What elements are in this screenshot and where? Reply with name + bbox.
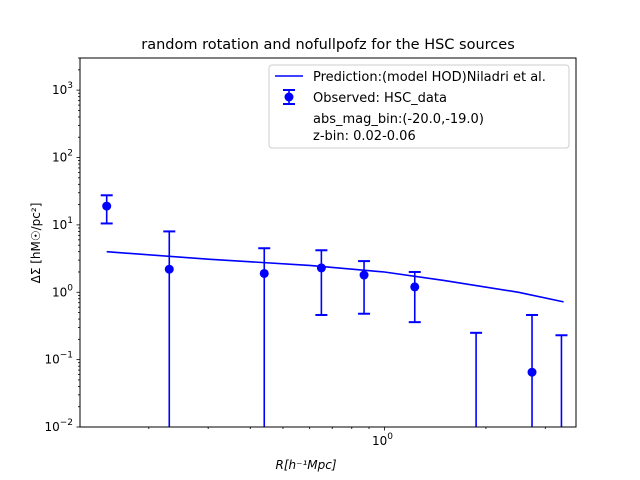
observed-point-5 xyxy=(358,260,371,315)
prediction-line xyxy=(106,250,564,303)
legend-entry-label: Observed: HSC_data xyxy=(313,91,447,106)
legend-marker-swatch xyxy=(284,92,294,102)
legend-note: z-bin: 0.02-0.06 xyxy=(313,129,416,144)
observed-marker xyxy=(102,201,112,211)
legend-box xyxy=(268,64,570,149)
observed-point-8 xyxy=(526,313,539,427)
observed-marker xyxy=(164,264,174,274)
plot-area xyxy=(100,194,568,427)
y-tick-label: 10−1 xyxy=(44,351,73,367)
x-axis-label: R[h⁻¹Mpc] xyxy=(275,458,336,472)
observed-marker xyxy=(259,268,269,278)
observed-point-1 xyxy=(100,194,113,225)
observed-marker xyxy=(527,367,537,377)
observed-point-2 xyxy=(163,230,176,427)
y-tick-label: 102 xyxy=(52,149,73,165)
observed-point-4 xyxy=(315,249,328,316)
y-tick-label: 101 xyxy=(52,216,73,232)
y-axis-label: ΔΣ [hM☉/pc²] xyxy=(29,203,43,284)
y-tick-label: 100 xyxy=(52,283,73,299)
chart-title: random rotation and nofullpofz for the H… xyxy=(141,37,515,53)
x-tick-label: 100 xyxy=(372,432,393,448)
legend-entry-label: Prediction:(model HOD)Niladri et al. xyxy=(313,70,546,85)
axes-frame xyxy=(79,57,577,428)
y-tick-label: 10−2 xyxy=(44,418,73,434)
observed-marker xyxy=(410,282,420,292)
legend-note: abs_mag_bin:(-20.0,-19.0) xyxy=(313,112,484,127)
observed-point-9 xyxy=(555,334,568,427)
legend: Prediction:(model HOD)Niladri et al. Obse… xyxy=(268,64,570,149)
axis-ticks: 10−2 10−1 100 101 102 103 100 xyxy=(44,57,546,448)
observed-marker xyxy=(316,263,326,273)
y-tick-label: 103 xyxy=(52,81,73,97)
observed-point-7 xyxy=(470,331,483,427)
observed-point-6 xyxy=(408,270,421,324)
observed-point-3 xyxy=(258,247,271,427)
observed-marker xyxy=(359,270,369,280)
